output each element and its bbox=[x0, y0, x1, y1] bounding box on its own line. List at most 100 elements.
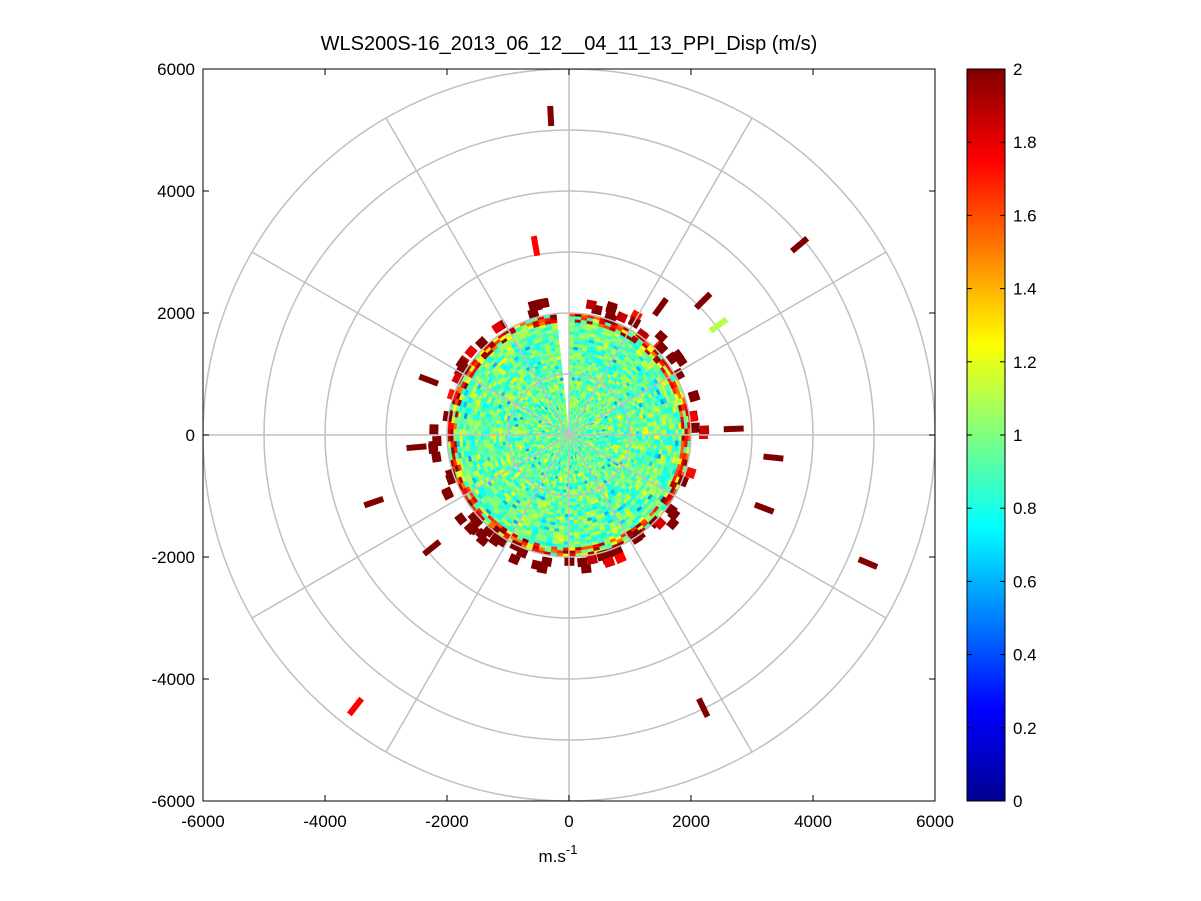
field-cell bbox=[489, 426, 494, 432]
field-cell bbox=[452, 428, 457, 436]
field-cell bbox=[568, 550, 576, 555]
field-cell bbox=[513, 437, 518, 441]
colorbar-tick-label: 1.4 bbox=[1013, 280, 1037, 299]
field-cell bbox=[647, 438, 652, 444]
field-cell bbox=[666, 429, 670, 436]
field-cell bbox=[641, 426, 646, 432]
field-cell bbox=[532, 436, 536, 440]
edge-cell bbox=[431, 451, 442, 463]
x-tick-label: 6000 bbox=[916, 812, 954, 831]
field-cell bbox=[449, 434, 454, 442]
field-cell bbox=[563, 404, 567, 409]
field-cell bbox=[560, 513, 566, 518]
field-cell bbox=[462, 429, 466, 436]
field-cell bbox=[561, 386, 565, 391]
field-cell bbox=[495, 427, 500, 432]
chart-title: WLS200S-16_2013_06_12__04_11_13_PPI_Disp… bbox=[321, 33, 818, 55]
field-cell bbox=[571, 480, 575, 484]
field-cell bbox=[563, 538, 570, 543]
edge-cell bbox=[585, 299, 597, 311]
field-cell bbox=[486, 438, 491, 444]
colorbar-tick-label: 2 bbox=[1013, 60, 1022, 79]
field-cell bbox=[684, 434, 689, 442]
field-cell bbox=[559, 519, 565, 524]
colorbar-tick-label: 1 bbox=[1013, 426, 1022, 445]
field-cell bbox=[644, 438, 649, 444]
field-cell bbox=[568, 328, 575, 332]
x-tick-label: -4000 bbox=[303, 812, 346, 831]
field-cell bbox=[568, 331, 575, 335]
field-cell bbox=[611, 429, 615, 434]
y-tick-label: 0 bbox=[186, 426, 195, 445]
x-axis-label-exponent: -1 bbox=[566, 842, 578, 857]
field-cell bbox=[458, 434, 463, 441]
x-tick-label: -6000 bbox=[181, 812, 224, 831]
field-cell bbox=[455, 434, 460, 442]
field-cell bbox=[608, 430, 612, 434]
colorbar-gradient bbox=[966, 68, 1006, 802]
field-cell bbox=[492, 438, 497, 444]
x-tick-label: 2000 bbox=[672, 812, 710, 831]
field-cell bbox=[563, 532, 570, 536]
field-cell bbox=[452, 434, 457, 442]
field-cell bbox=[492, 426, 497, 432]
field-cell bbox=[563, 401, 567, 406]
field-cell bbox=[568, 321, 576, 326]
field-cell bbox=[468, 429, 472, 436]
field-cell bbox=[572, 355, 578, 360]
field-cell bbox=[572, 364, 577, 369]
field-cell bbox=[681, 434, 686, 442]
field-cell bbox=[684, 428, 689, 436]
field-cell bbox=[564, 407, 567, 412]
colorbar-tick-label: 0.6 bbox=[1013, 572, 1037, 591]
edge-cell bbox=[429, 424, 439, 435]
colorbar: 21.81.61.41.210.80.60.40.20 bbox=[966, 60, 1037, 811]
field-cell bbox=[669, 429, 673, 436]
field-cell bbox=[572, 513, 578, 518]
field-cell bbox=[495, 438, 500, 443]
field-cell bbox=[653, 425, 658, 431]
field-cell bbox=[570, 477, 575, 481]
x-axis-label-base: m.s bbox=[539, 847, 566, 866]
colorbar-tick-label: 1.8 bbox=[1013, 133, 1037, 152]
field-cell bbox=[568, 529, 575, 533]
field-cell bbox=[458, 429, 463, 436]
edge-cell bbox=[577, 557, 588, 568]
outlier-cell bbox=[723, 425, 744, 433]
field-cell bbox=[560, 507, 566, 512]
field-cell bbox=[565, 413, 568, 418]
field-cell bbox=[498, 427, 503, 432]
field-cell bbox=[523, 436, 527, 441]
field-cell bbox=[501, 438, 506, 443]
field-cell bbox=[675, 429, 680, 436]
field-cell bbox=[663, 429, 667, 436]
y-tick-label: 6000 bbox=[157, 60, 195, 79]
colorbar-tick-label: 0.8 bbox=[1013, 499, 1037, 518]
edge-cell bbox=[690, 422, 701, 434]
field-cell bbox=[572, 498, 577, 503]
field-cell bbox=[561, 504, 566, 509]
colorbar-tick-label: 0.2 bbox=[1013, 719, 1037, 738]
field-cell bbox=[638, 427, 643, 432]
field-cell bbox=[568, 547, 576, 552]
field-cell bbox=[449, 428, 454, 436]
y-tick-label: -4000 bbox=[152, 670, 195, 689]
field-cell bbox=[471, 429, 475, 436]
field-cell bbox=[653, 439, 658, 445]
field-cell bbox=[568, 315, 576, 320]
field-cell bbox=[560, 510, 566, 515]
colorbar-tick-label: 0 bbox=[1013, 792, 1022, 811]
field-cell bbox=[465, 434, 469, 441]
field-cell bbox=[498, 438, 503, 443]
field-cell bbox=[568, 532, 575, 536]
field-cell bbox=[501, 427, 506, 432]
field-cell bbox=[480, 425, 485, 431]
field-cell bbox=[572, 352, 578, 357]
field-cell bbox=[572, 361, 577, 366]
field-cell bbox=[620, 429, 625, 433]
field-cell bbox=[568, 334, 575, 338]
y-tick-label: 4000 bbox=[157, 182, 195, 201]
field-cell bbox=[562, 544, 570, 549]
field-cell bbox=[568, 324, 575, 329]
